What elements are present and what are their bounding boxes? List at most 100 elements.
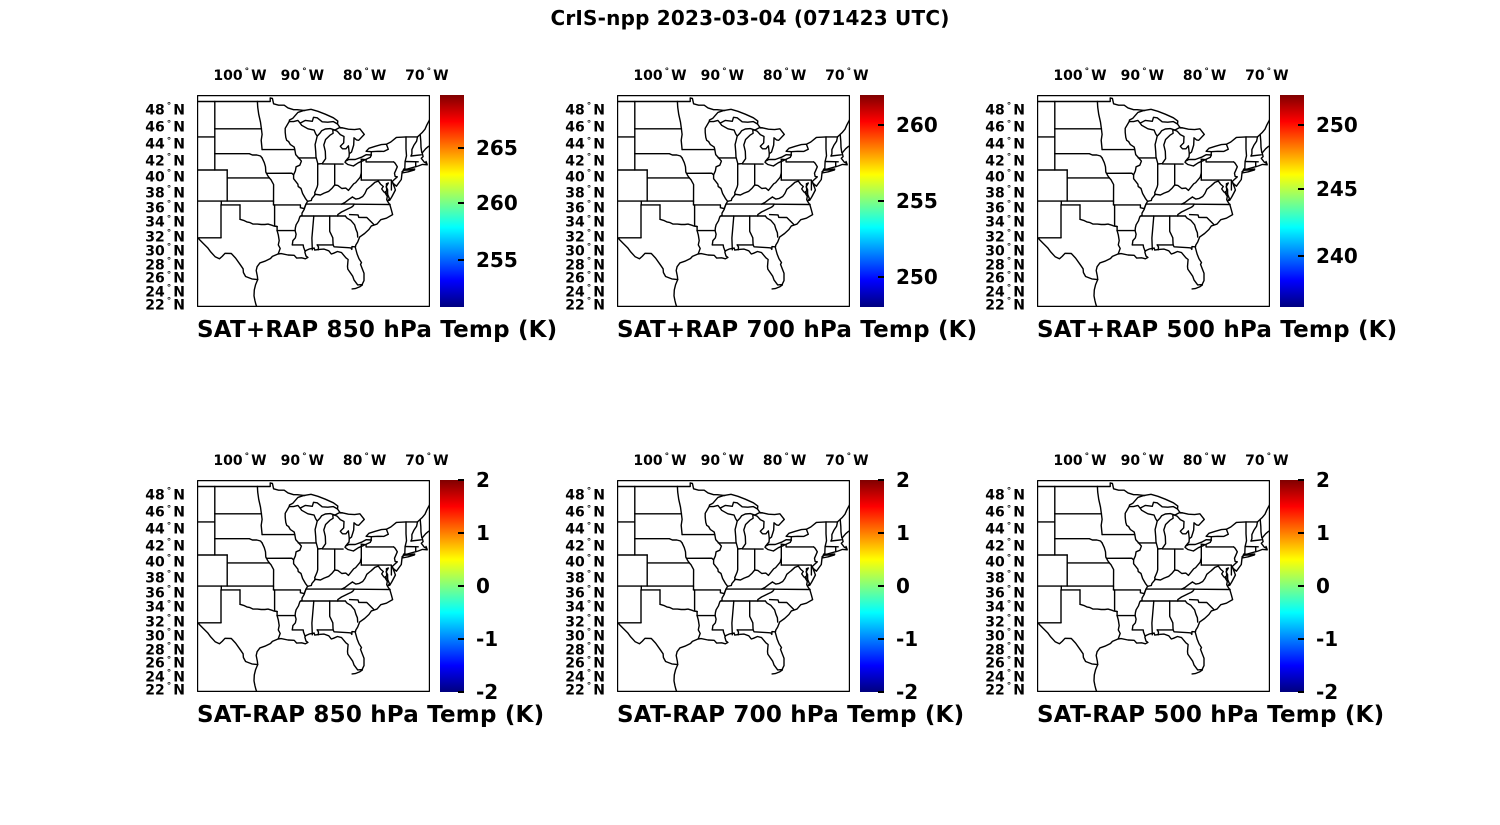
colorbar-tick [1298,479,1304,481]
degree-symbol: ° [1006,283,1012,294]
us-states-map [197,480,430,692]
degree-symbol: ° [1006,553,1012,564]
lat-tick-label: 40 ° N [145,168,185,186]
colorbar-tick-label: 2 [476,468,490,492]
degree-symbol: ° [586,537,592,548]
lat-tick-label: 32 ° N [565,228,605,246]
lat-tick-label: 32 ° N [985,613,1025,631]
lat-tick-label: 46 ° N [985,504,1025,521]
degree-symbol: ° [846,67,852,78]
degree-symbol: ° [1006,641,1012,652]
lat-tick-label: 30 ° N [565,242,605,260]
colorbar-tick [1298,691,1304,693]
colorbar-tick-label: -2 [1316,680,1339,704]
lat-tick-label: 32 ° N [145,613,185,631]
colorbar-tick-label: 2 [1316,468,1330,492]
lat-tick-label: 26 ° N [145,270,185,287]
degree-symbol: ° [722,452,727,463]
degree-symbol: ° [166,486,172,497]
panel-sat-rap-850-hpa-temp-k: 100 ° W 90 ° W 80 ° W 70 ° W 48 ° N 46 ° N 44 ° N 42 ° N 40 ° N 38 °… [145,453,544,728]
degree-symbol: ° [586,119,592,130]
lon-tick-label: 100 ° W [213,452,267,469]
panel-caption: SAT-RAP 850 hPa Temp (K) [197,702,545,728]
colorbar-tick-label: 1 [1316,521,1330,545]
degree-symbol: ° [166,296,172,307]
degree-symbol: ° [244,452,250,463]
degree-symbol: ° [586,627,592,638]
lat-tick-label: 48 ° N [145,101,185,119]
colorbar-tick [458,259,464,262]
colorbar-tick [1298,188,1304,191]
lat-tick-label: 40 ° N [145,553,185,571]
colorbar-tick-label: 240 [1316,244,1358,269]
lon-tick-label: 70 ° W [1245,67,1289,84]
lat-tick-label: 36 ° N [145,199,185,217]
degree-symbol: ° [166,641,172,652]
degree-symbol: ° [586,101,592,112]
degree-symbol: ° [586,486,592,497]
lat-tick-label: 34 ° N [985,599,1025,616]
degree-symbol: ° [166,655,172,666]
degree-symbol: ° [166,569,172,580]
degree-symbol: ° [302,452,307,463]
degree-symbol: ° [586,641,592,652]
colorbar-tick [458,585,464,587]
panel-sat-rap-850-hpa-temp-k: 100 ° W 90 ° W 80 ° W 70 ° W 48 ° N 46 ° N 44 ° N 42 ° N 40 ° N 38 °… [145,68,557,343]
degree-symbol: ° [1006,168,1012,179]
degree-symbol: ° [586,584,592,595]
degree-symbol: ° [1266,452,1272,463]
colorbar-tick [878,479,884,481]
colorbar [1280,95,1304,307]
degree-symbol: ° [586,136,592,147]
figure-title: CrIS-npp 2023-03-04 (071423 UTC) [550,6,950,30]
degree-symbol: ° [586,681,592,692]
lat-tick-label: 38 ° N [145,184,185,201]
degree-symbol: ° [166,553,172,564]
lat-tick-label: 26 ° N [985,270,1025,287]
lon-tick-label: 80 ° W [762,452,807,469]
lon-tick-label: 100 ° W [633,452,687,469]
degree-symbol: ° [166,537,172,548]
lat-tick-label: 32 ° N [985,228,1025,246]
lat-tick-label: 48 ° N [565,101,605,119]
lat-tick-label: 28 ° N [985,256,1025,274]
colorbar-tick-label: 245 [1316,177,1358,202]
colorbar-tick [1298,638,1304,640]
lat-tick-label: 44 ° N [145,521,185,538]
degree-symbol: ° [586,504,592,515]
colorbar-tick [878,200,884,202]
colorbar-tick [458,532,464,534]
degree-symbol: ° [586,152,592,163]
degree-symbol: ° [846,452,852,463]
lat-tick-label: 22 ° N [565,296,605,314]
colorbar-tick [458,691,464,693]
degree-symbol: ° [586,655,592,666]
lat-tick-label: 38 ° N [985,184,1025,201]
us-states-map [1037,95,1270,307]
colorbar-tick [878,585,884,587]
degree-symbol: ° [166,599,172,610]
degree-symbol: ° [166,184,172,195]
panel-sat-rap-500-hpa-temp-k: 100 ° W 90 ° W 80 ° W 70 ° W 48 ° N 46 ° N 44 ° N 42 ° N 40 ° N 38 °… [985,453,1384,728]
degree-symbol: ° [166,214,172,225]
degree-symbol: ° [586,199,592,210]
lat-tick-label: 22 ° N [145,681,185,699]
panel-caption: SAT-RAP 700 hPa Temp (K) [617,702,965,728]
lat-tick-label: 34 ° N [145,214,185,231]
panel-sat-rap-700-hpa-temp-k: 100 ° W 90 ° W 80 ° W 70 ° W 48 ° N 46 ° N 44 ° N 42 ° N 40 ° N 38 °… [565,453,964,728]
lat-tick-label: 42 ° N [565,152,605,170]
lon-tick-label: 100 ° W [1053,452,1107,469]
lat-tick-label: 28 ° N [145,256,185,274]
panel-sat-rap-700-hpa-temp-k: 100 ° W 90 ° W 80 ° W 70 ° W 48 ° N 46 ° N 44 ° N 42 ° N 40 ° N 38 °… [565,68,977,343]
lon-tick-label: 80 ° W [762,67,807,84]
degree-symbol: ° [244,67,250,78]
colorbar-tick-label: 255 [476,248,518,273]
lat-tick-label: 48 ° N [985,486,1025,504]
lat-tick-label: 28 ° N [565,641,605,659]
lat-tick-label: 36 ° N [985,199,1025,217]
degree-symbol: ° [1266,67,1272,78]
us-states-map [617,95,850,307]
degree-symbol: ° [302,67,307,78]
degree-symbol: ° [166,256,172,267]
lat-tick-label: 46 ° N [565,119,605,136]
